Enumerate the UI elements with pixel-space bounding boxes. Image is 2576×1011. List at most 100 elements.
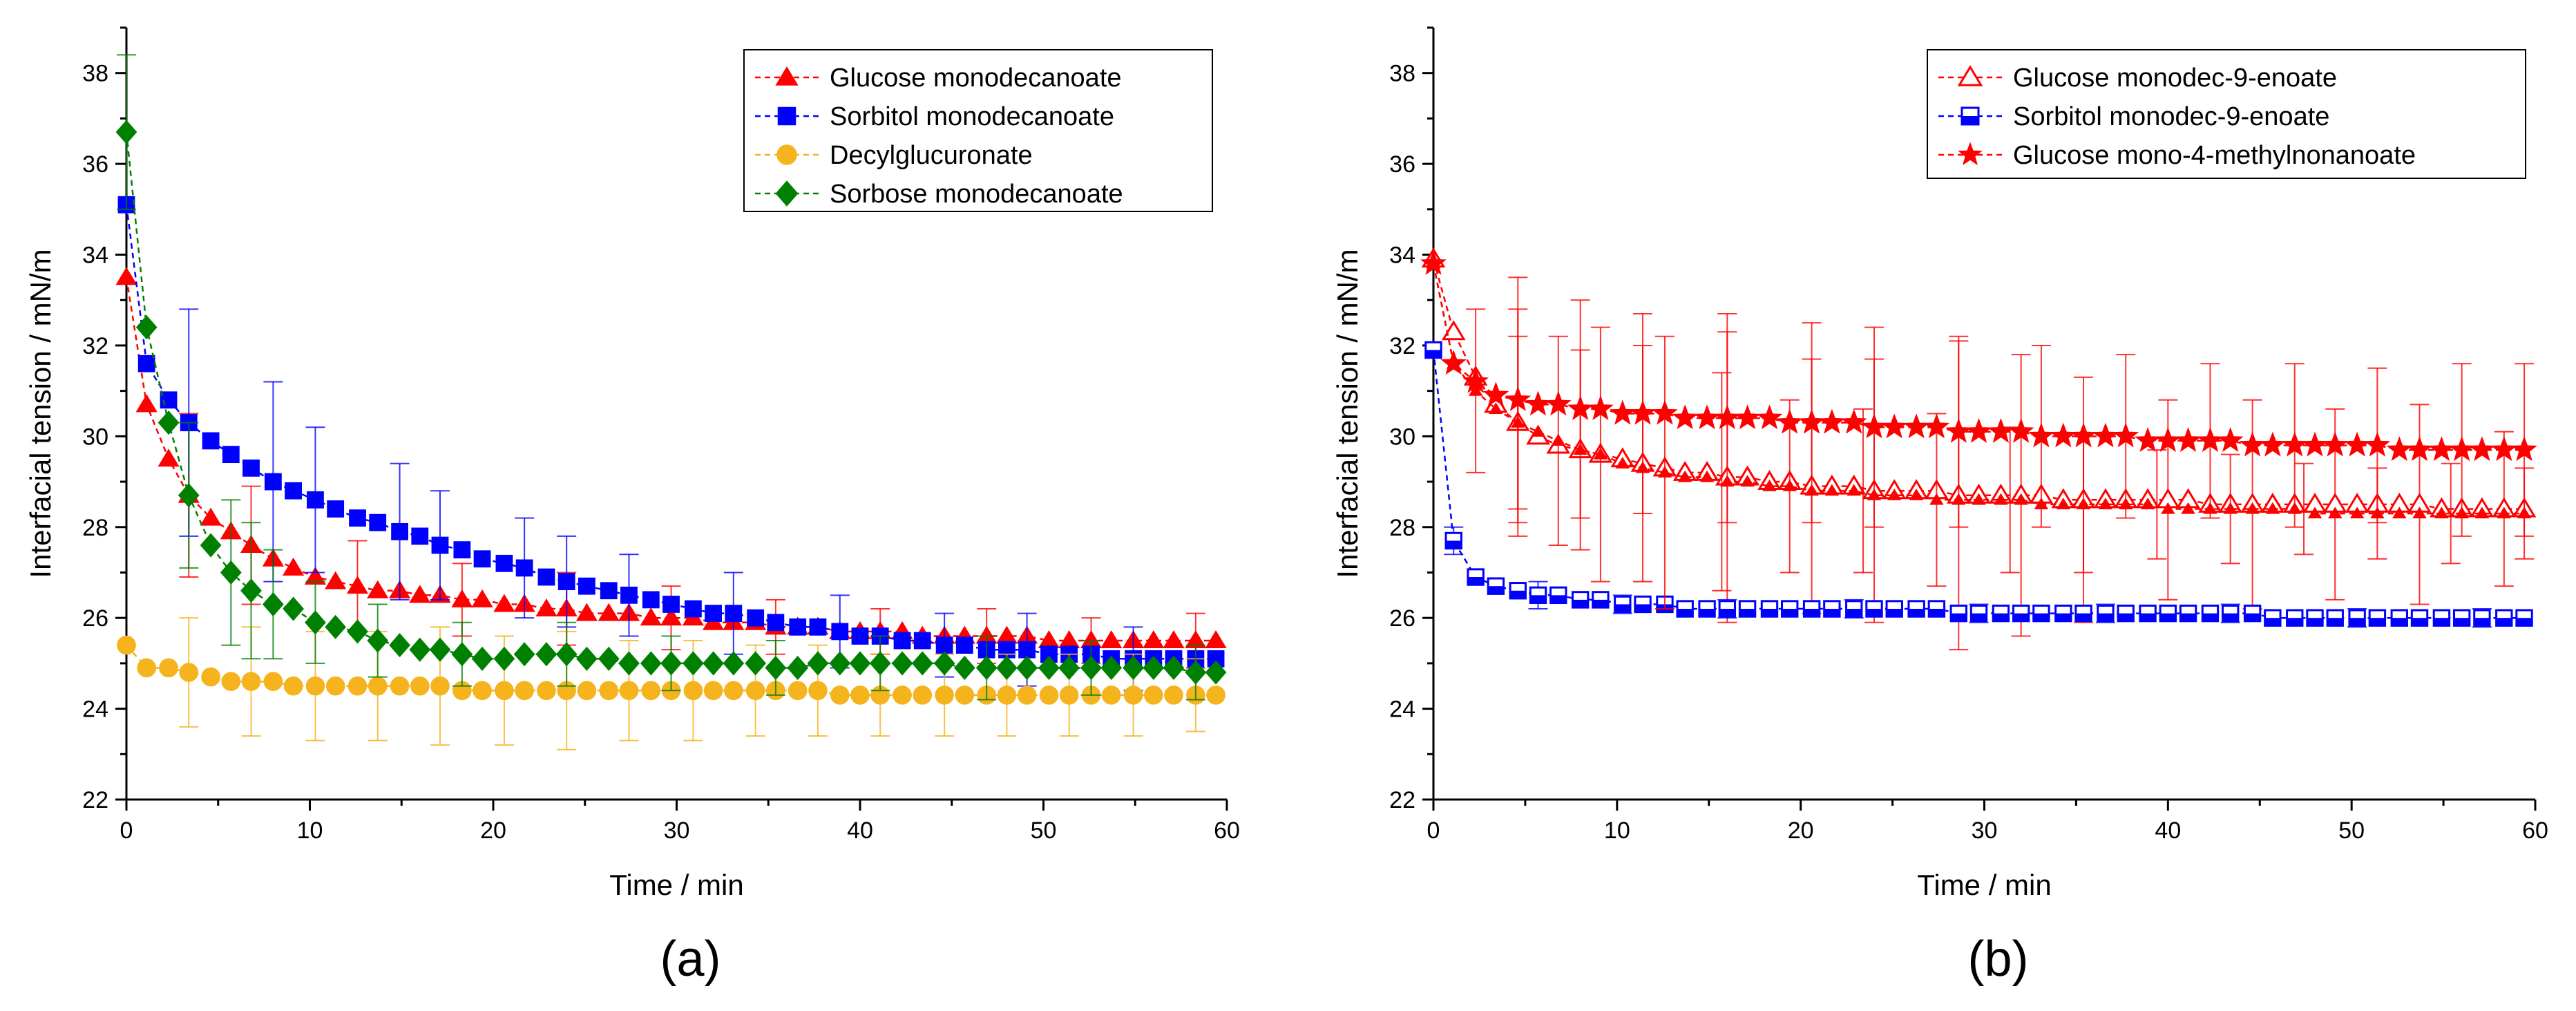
x-tick-label: 10 [297,818,323,844]
data-point [2007,417,2034,443]
data-point [911,651,933,676]
data-point [619,681,639,701]
legend-label: Glucose monodecanoate [830,64,1122,93]
data-point [2344,431,2370,457]
x-tick-label: 50 [1031,818,1057,844]
data-point [115,120,137,144]
series-sorbose-monodecanoate [115,54,1227,701]
data-point [747,609,765,627]
data-point [1529,586,1547,605]
y-tick-label: 24 [82,697,108,723]
data-point [1819,408,1845,434]
data-point [2245,502,2260,514]
y-tick-label: 36 [82,151,108,178]
data-point [1699,470,1715,482]
data-point [2349,507,2365,519]
data-point [641,681,661,701]
data-point [578,577,595,595]
data-point [598,646,620,671]
data-point [1672,404,1699,430]
data-point [347,619,368,644]
data-point [684,600,702,618]
data-point [577,681,597,701]
data-point [1965,417,1992,443]
data-point [513,642,535,667]
data-point [724,681,743,701]
data-point [1903,413,1929,439]
data-point [1100,655,1123,681]
data-point [1592,591,1610,609]
data-point [2012,604,2030,623]
data-point [537,568,555,586]
y-tick-label: 34 [1389,243,1415,269]
data-point [369,513,387,531]
data-point [431,536,449,554]
data-point [2410,609,2429,627]
panel-a: 0 10 20 30 40 50 60 22 24 26 28 30 32 34 36 38 Time / mi… [24,26,1240,987]
data-point [1677,470,1692,482]
data-point [283,596,304,621]
x-tick-label: 0 [1427,818,1440,844]
series-line [1432,258,2525,510]
legend-box [1927,49,2526,179]
data-point [1100,630,1123,649]
data-point [2181,502,2195,514]
data-point [2348,609,2366,627]
data-point [829,651,851,676]
data-point [660,607,683,626]
data-point [263,672,283,691]
legend-label: Glucose mono-4-methylnonanoate [2013,141,2416,170]
data-point [1143,630,1165,649]
data-point [535,598,557,617]
legend: Glucose monodecanoate Sorbitol monodecano… [743,49,1213,212]
data-point [995,625,1018,644]
data-point [1845,600,1863,618]
data-point [683,681,703,701]
data-point [495,554,513,572]
data-point [1909,489,1924,500]
data-point [473,681,492,701]
data-point [935,636,953,654]
y-tick-label: 26 [82,605,108,632]
data-point [1468,384,1483,396]
data-point [1206,686,1225,705]
legend-label: Sorbitol monodec-9-enoate [2013,102,2329,131]
data-point [200,507,222,526]
y-tick-label: 32 [82,333,108,359]
data-point [557,573,575,591]
legend-box [743,49,1213,212]
data-point [996,655,1018,681]
data-point [1571,591,1590,609]
data-point [2056,498,2071,510]
y-tick-label: 22 [1389,787,1415,813]
data-point [913,632,931,650]
data-point [2474,507,2490,519]
data-point [2473,609,2491,627]
data-point [158,448,180,467]
data-point [305,676,325,696]
data-point [473,550,491,568]
data-point [1467,568,1485,586]
data-point [202,432,220,450]
data-point [1992,604,2010,623]
data-point [537,681,556,701]
x-tick-label: 60 [1214,818,1240,844]
data-point [1907,600,1925,618]
y-tick-label: 32 [1389,333,1415,359]
data-point [430,676,450,696]
data-point [493,646,515,671]
data-point [997,686,1017,705]
data-point [830,686,850,705]
y-tick-label: 22 [82,787,108,813]
data-point [953,655,975,681]
data-point [327,500,345,518]
data-point [285,482,303,500]
data-point [2159,604,2177,623]
data-point [535,642,557,667]
data-point [1462,368,1489,393]
y-axis-title: Interfacial tension / mN/m [24,249,57,578]
data-point [745,681,765,701]
data-point [1698,600,1716,618]
data-point [178,483,200,508]
data-point [2515,609,2533,627]
